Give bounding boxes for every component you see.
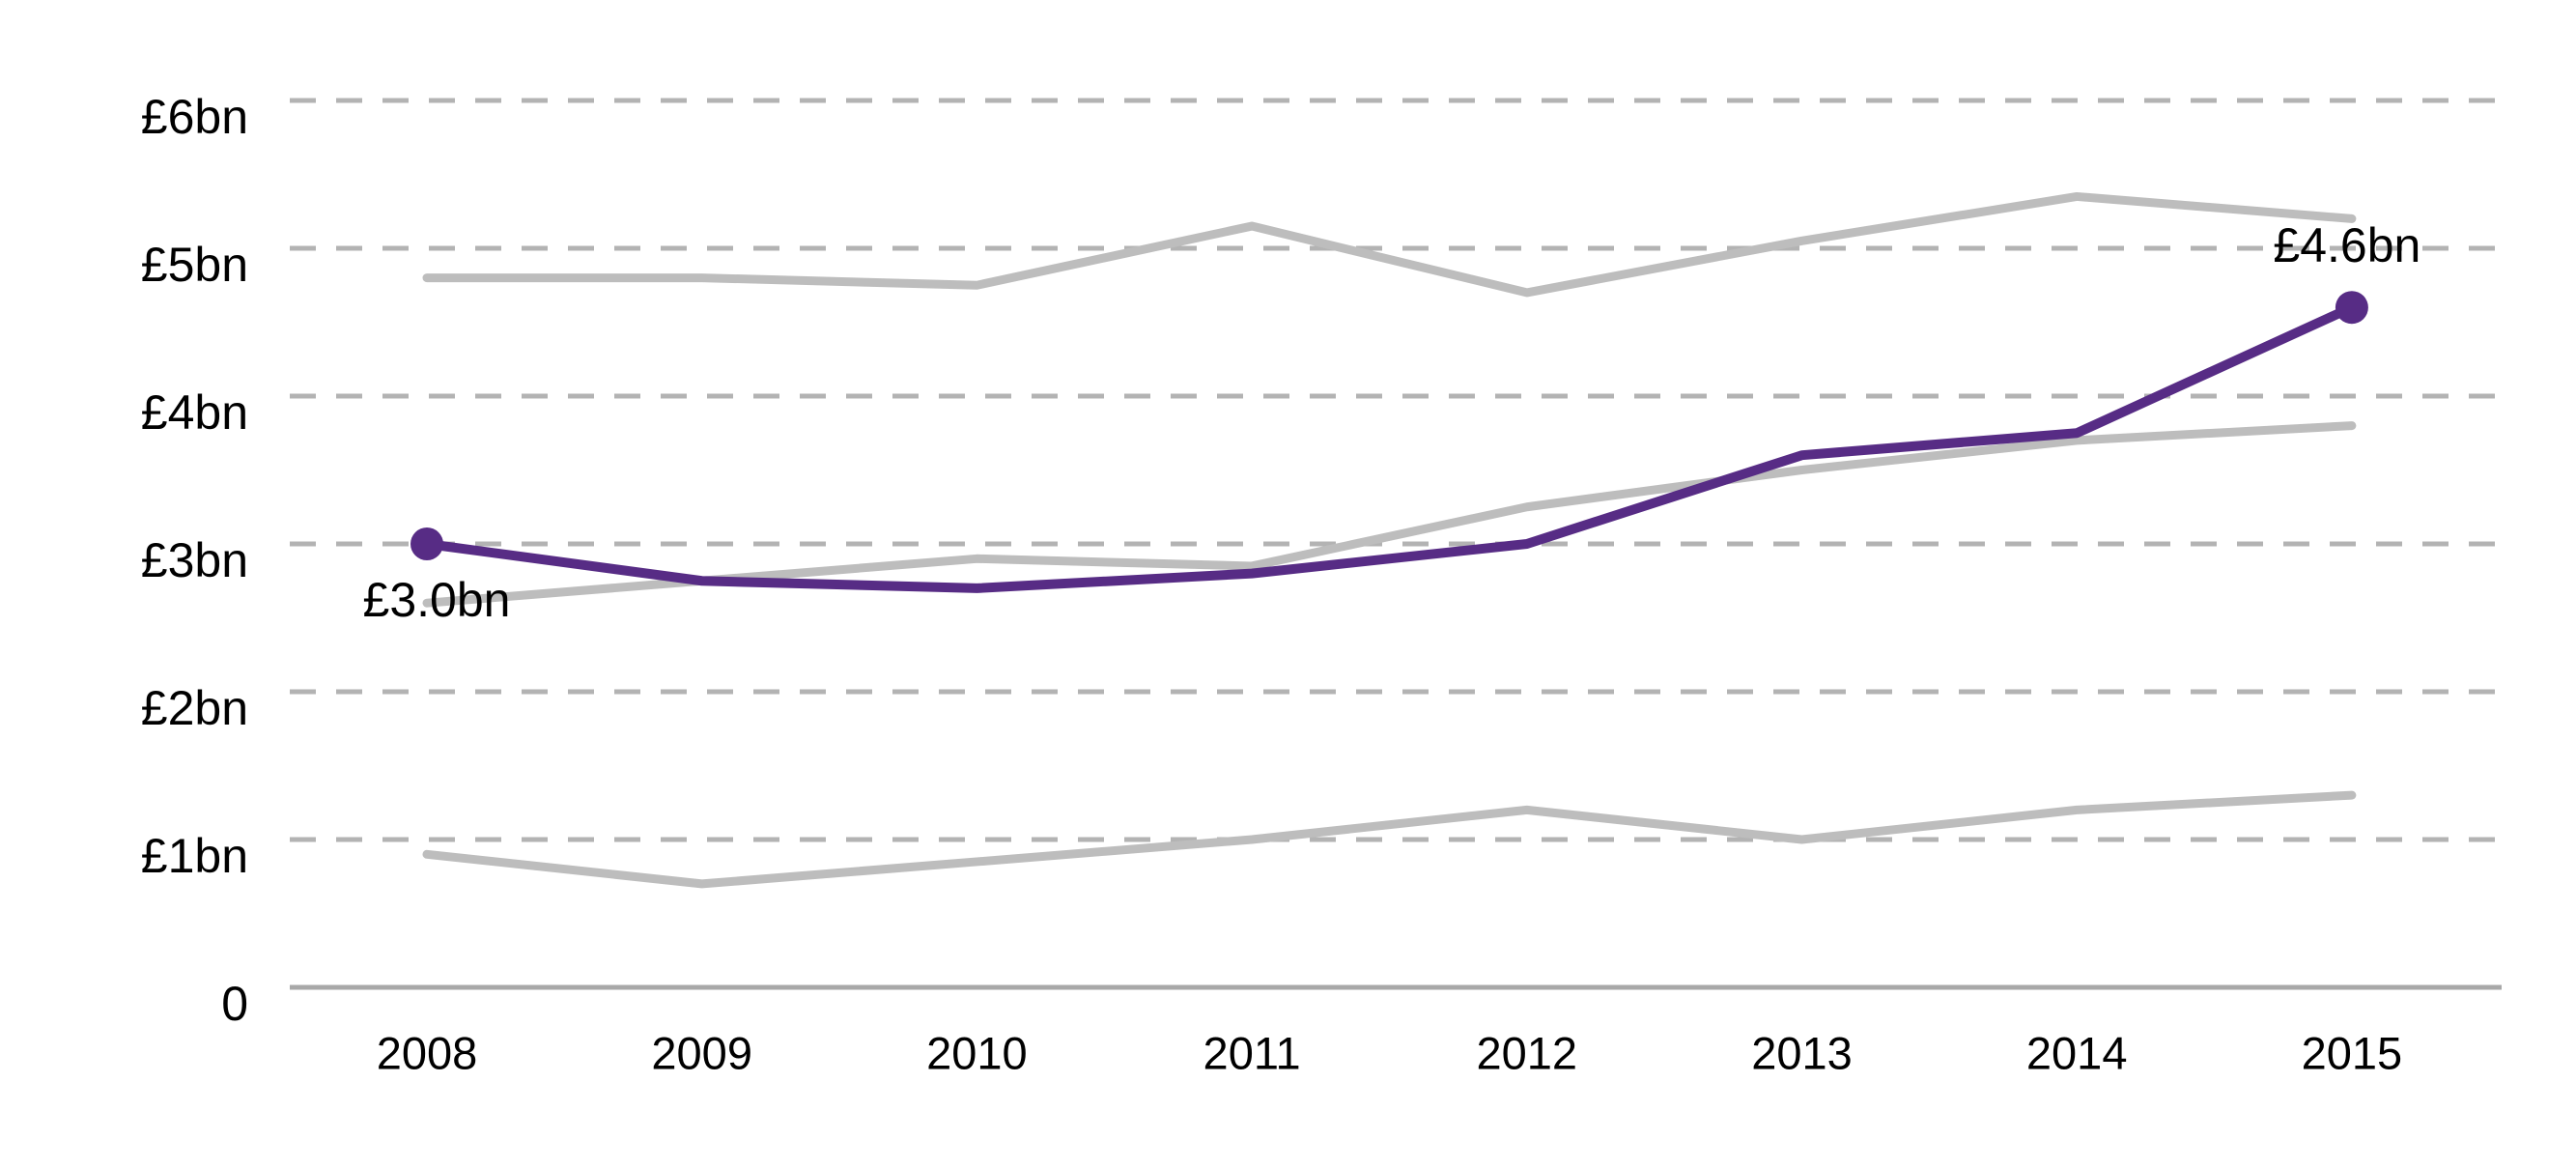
y-tick-label-£4bn: £4bn [140, 385, 248, 440]
x-tick-label-2010: 2010 [926, 1027, 1028, 1079]
x-tick-label-2013: 2013 [1751, 1027, 1853, 1079]
end-value-label: £4.6bn [2273, 218, 2421, 273]
endpoint-dot-2015 [2335, 291, 2368, 325]
x-tick-label-2008: 2008 [376, 1027, 478, 1079]
x-tick-label-2009: 2009 [651, 1027, 752, 1079]
series-comparator-lower [422, 790, 2357, 889]
y-tick-label-£3bn: £3bn [140, 533, 248, 587]
y-tick-label-0: 0 [221, 977, 248, 1031]
gridlines [290, 98, 2502, 990]
x-tick-label-2015: 2015 [2301, 1027, 2403, 1079]
x-tick-label-2011: 2011 [1203, 1027, 1301, 1079]
x-tick-label-2012: 2012 [1476, 1027, 1578, 1079]
series-comparator-upper [422, 191, 2357, 298]
y-tick-label-£5bn: £5bn [140, 238, 248, 292]
y-tick-label-£1bn: £1bn [140, 829, 248, 883]
start-value-label: £3.0bn [362, 573, 511, 627]
endpoint-dot-2008 [410, 527, 443, 560]
y-tick-label-£6bn: £6bn [140, 90, 248, 144]
series-highlighted-series [422, 302, 2357, 593]
y-tick-label-£2bn: £2bn [140, 681, 248, 735]
series-comparator-middle [422, 421, 2357, 608]
x-tick-label-2014: 2014 [2025, 1027, 2128, 1079]
